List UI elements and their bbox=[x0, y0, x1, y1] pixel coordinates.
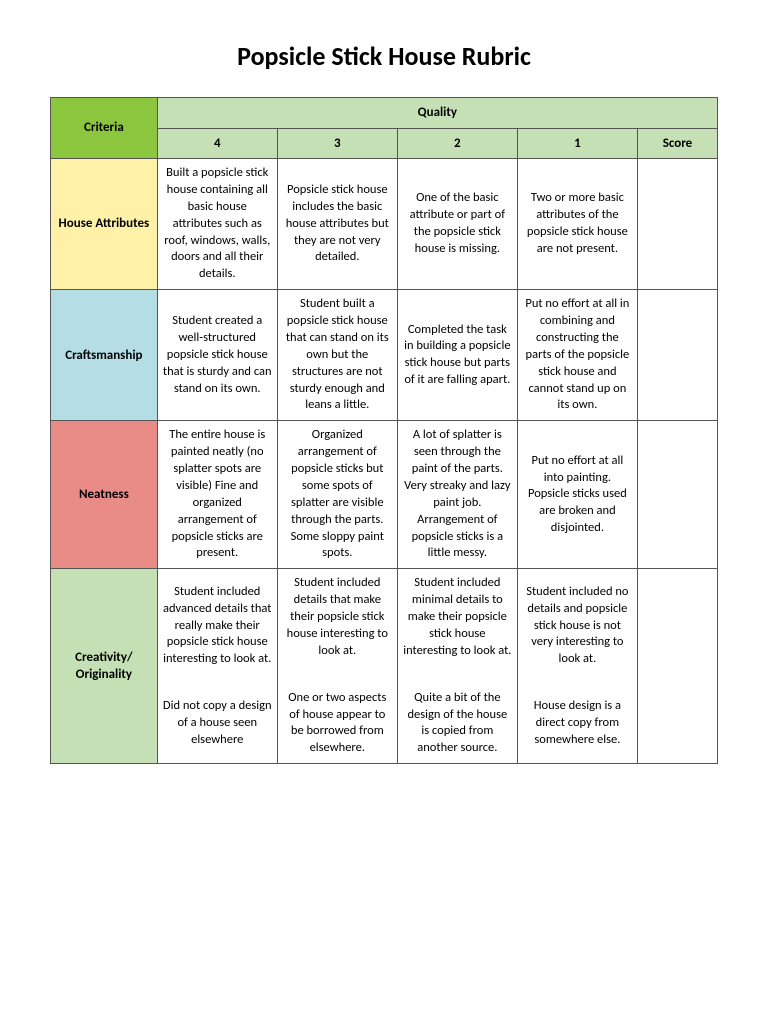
rubric-cell: Popsicle stick house includes the basic … bbox=[277, 159, 397, 290]
rubric-cell: Student created a well-structured popsic… bbox=[157, 290, 277, 421]
rubric-cell: Student included advanced details that r… bbox=[157, 569, 277, 764]
rubric-cell: Student included minimal details to make… bbox=[397, 569, 517, 764]
rubric-table: Criteria Quality 4 3 2 1 Score House Att… bbox=[50, 97, 718, 764]
rubric-cell: Put no effort at all into painting. Pops… bbox=[517, 421, 637, 569]
criteria-label: Neatness bbox=[51, 421, 158, 569]
level-4-header: 4 bbox=[157, 128, 277, 159]
table-row: House AttributesBuilt a popsicle stick h… bbox=[51, 159, 718, 290]
rubric-cell: A lot of splatter is seen through the pa… bbox=[397, 421, 517, 569]
criteria-header: Criteria bbox=[51, 98, 158, 159]
page-title: Popsicle Stick House Rubric bbox=[50, 40, 718, 72]
criteria-label: House Attributes bbox=[51, 159, 158, 290]
score-cell bbox=[637, 290, 717, 421]
level-2-header: 2 bbox=[397, 128, 517, 159]
rubric-cell: Put no effort at all in combining and co… bbox=[517, 290, 637, 421]
rubric-cell: Two or more basic attributes of the pops… bbox=[517, 159, 637, 290]
rubric-cell: Student included no details and popsicle… bbox=[517, 569, 637, 764]
rubric-cell: Student included details that make their… bbox=[277, 569, 397, 764]
score-cell bbox=[637, 569, 717, 764]
level-1-header: 1 bbox=[517, 128, 637, 159]
level-3-header: 3 bbox=[277, 128, 397, 159]
rubric-cell: Student built a popsicle stick house tha… bbox=[277, 290, 397, 421]
criteria-label: Creativity/ Originality bbox=[51, 569, 158, 764]
table-row: CraftsmanshipStudent created a well-stru… bbox=[51, 290, 718, 421]
score-cell bbox=[637, 159, 717, 290]
rubric-cell: Organized arrangement of popsicle sticks… bbox=[277, 421, 397, 569]
rubric-cell: The entire house is painted neatly (no s… bbox=[157, 421, 277, 569]
rubric-cell: One of the basic attribute or part of th… bbox=[397, 159, 517, 290]
criteria-label: Craftsmanship bbox=[51, 290, 158, 421]
table-row: Creativity/ OriginalityStudent included … bbox=[51, 569, 718, 764]
table-row: NeatnessThe entire house is painted neat… bbox=[51, 421, 718, 569]
score-header: Score bbox=[637, 128, 717, 159]
rubric-cell: Completed the task in building a popsicl… bbox=[397, 290, 517, 421]
quality-header: Quality bbox=[157, 98, 717, 129]
rubric-cell: Built a popsicle stick house containing … bbox=[157, 159, 277, 290]
score-cell bbox=[637, 421, 717, 569]
